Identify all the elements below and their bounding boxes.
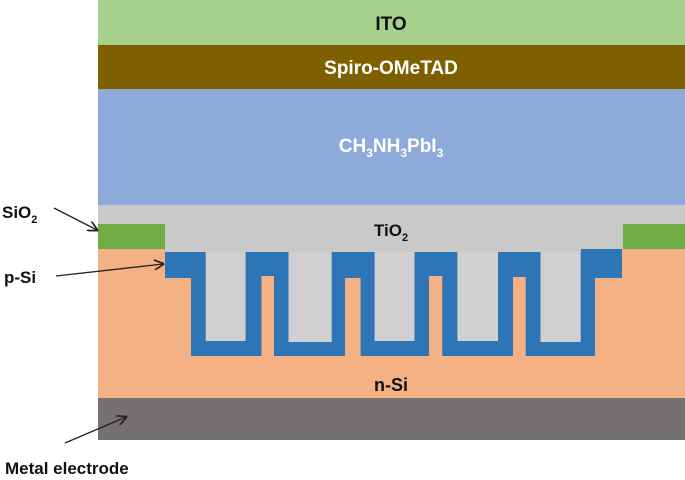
sio2-arrow-icon — [53, 207, 97, 230]
metal-callout-label: Metal electrode — [5, 459, 129, 478]
perovskite-label: CH3NH3PbI3 — [339, 136, 444, 160]
spiro-label: Spiro-OMeTAD — [324, 58, 458, 79]
tio2-trenches — [205, 249, 581, 342]
sio2-callout-label: SiO2 — [2, 203, 37, 226]
spiro-layer — [98, 45, 685, 89]
sio2-pad-left — [98, 224, 165, 249]
metal-arrow-icon — [64, 417, 126, 444]
ito-layer — [98, 0, 685, 45]
ito-label: ITO — [375, 14, 406, 35]
tio2-overlap — [165, 249, 581, 252]
psi-arrow-icon — [55, 264, 163, 277]
nsi-label: n-Si — [374, 375, 408, 395]
tio2-layer — [98, 205, 685, 249]
nsi-pillars — [261, 276, 526, 357]
psi-callout-label: p-Si — [4, 268, 36, 287]
metal-electrode-layer — [98, 398, 685, 440]
perovskite-layer — [98, 89, 685, 205]
tio2-label: TiO2 — [374, 221, 408, 244]
sio2-pad-right — [623, 224, 685, 249]
